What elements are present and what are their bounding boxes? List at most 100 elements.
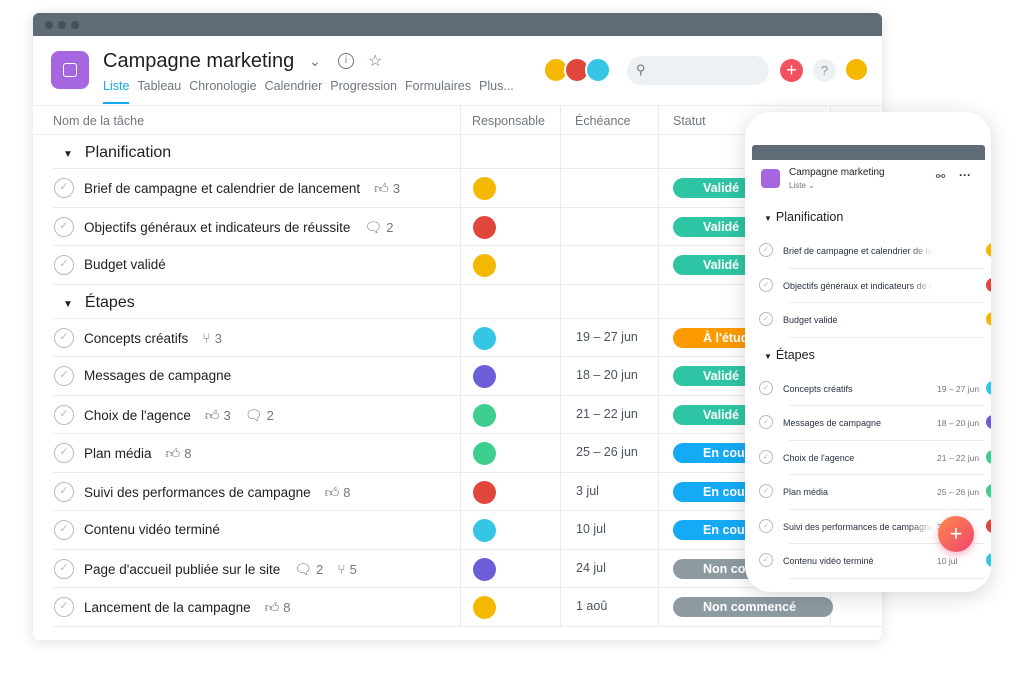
check-icon[interactable]: ✓: [54, 481, 74, 502]
due-date[interactable]: 1 aoû: [576, 599, 608, 613]
section-header[interactable]: ▼ Étapes: [53, 285, 882, 319]
assignee-avatar[interactable]: [986, 449, 991, 464]
search-input[interactable]: ⚲: [627, 56, 769, 85]
section-header[interactable]: ▼ Étapes: [759, 338, 985, 372]
assignee-avatar[interactable]: [986, 380, 991, 395]
check-icon[interactable]: ✓: [759, 243, 773, 257]
assignee-avatar[interactable]: [986, 484, 991, 498]
assignee-avatar[interactable]: [986, 415, 991, 429]
task-name-cell[interactable]: Plan média 👍︎ 8: [84, 445, 191, 462]
window-minimize-dot[interactable]: [58, 21, 66, 29]
task-name-cell[interactable]: Messages de campagne: [84, 368, 231, 383]
list-item[interactable]: ✓ Budget validé: [759, 303, 991, 338]
assignee-avatar[interactable]: [473, 326, 496, 350]
assignee-avatar[interactable]: [473, 557, 496, 581]
section-header[interactable]: ▼ Planification: [53, 135, 882, 169]
task-name-cell[interactable]: Concepts créatifs ⑂ 3: [84, 330, 222, 346]
window-close-dot[interactable]: [45, 21, 53, 29]
check-icon[interactable]: ✓: [54, 327, 74, 348]
caret-down-icon[interactable]: ▼: [63, 298, 73, 310]
tab-5[interactable]: Formulaires: [405, 79, 471, 93]
assignee-avatar[interactable]: [986, 243, 991, 257]
view-selector[interactable]: Liste ⌄: [789, 181, 815, 190]
tab-1[interactable]: Tableau: [137, 79, 182, 93]
assignee-avatar[interactable]: [986, 518, 991, 533]
more-icon[interactable]: ···: [959, 168, 971, 182]
check-icon[interactable]: ✓: [759, 312, 773, 326]
window-maximize-dot[interactable]: [71, 21, 79, 29]
assignee-avatar[interactable]: [473, 519, 496, 542]
check-icon[interactable]: ✓: [54, 597, 74, 617]
task-name-cell[interactable]: Page d'accueil publiée sur le site 🗨︎ 2 ⑂ 5: [84, 561, 357, 578]
tab-0[interactable]: Liste: [103, 79, 130, 104]
check-icon[interactable]: ✓: [759, 277, 773, 292]
check-icon[interactable]: ✓: [54, 443, 74, 463]
user-avatar[interactable]: [844, 57, 869, 82]
tab-3[interactable]: Calendrier: [264, 79, 323, 93]
avatar[interactable]: [585, 57, 611, 83]
column-assignee[interactable]: Responsable: [472, 114, 545, 128]
check-icon[interactable]: ✓: [54, 366, 74, 386]
check-icon[interactable]: ✓: [54, 520, 74, 540]
tab-6[interactable]: Plus...: [479, 79, 514, 93]
chevron-down-icon[interactable]: ⌄: [309, 53, 321, 69]
check-icon[interactable]: ✓: [54, 178, 74, 198]
task-name-cell[interactable]: Lancement de la campagne 👍︎ 8: [84, 599, 291, 616]
task-name-cell[interactable]: Objectifs généraux et indicateurs de réu…: [84, 219, 393, 236]
assignee-avatar[interactable]: [473, 254, 496, 277]
due-date[interactable]: 19 – 27 jun: [576, 329, 638, 344]
list-item[interactable]: ✓ Objectifs généraux et indicateurs de ré…: [759, 269, 991, 303]
check-icon[interactable]: ✓: [759, 449, 773, 464]
check-icon[interactable]: ✓: [759, 518, 773, 533]
task-name-cell[interactable]: Brief de campagne et calendrier de lance…: [84, 180, 400, 197]
assignee-avatar[interactable]: [473, 480, 496, 504]
check-icon[interactable]: ✓: [759, 553, 773, 567]
status-badge[interactable]: Non commencé: [673, 597, 833, 617]
check-icon[interactable]: ✓: [759, 380, 773, 395]
star-icon[interactable]: ☆: [368, 53, 383, 70]
assignee-avatar[interactable]: [986, 312, 991, 326]
check-icon[interactable]: ✓: [54, 216, 74, 237]
caret-down-icon[interactable]: ▼: [764, 214, 772, 223]
column-task-name[interactable]: Nom de la tâche: [53, 114, 145, 128]
assignee-avatar[interactable]: [473, 596, 496, 619]
tab-4[interactable]: Progression: [330, 79, 397, 93]
task-name-cell[interactable]: Budget validé: [84, 257, 166, 272]
caret-down-icon[interactable]: ▼: [63, 149, 73, 160]
check-icon[interactable]: ✓: [759, 415, 773, 429]
due-date[interactable]: 21 – 22 jun: [576, 406, 638, 421]
due-date[interactable]: 24 jul: [576, 560, 606, 575]
assignee-avatar[interactable]: [986, 553, 991, 567]
task-name-cell[interactable]: Choix de l'agence 👍︎ 3 🗨︎ 2: [84, 407, 274, 424]
list-item[interactable]: ✓ Contenu vidéo terminé 10 jul: [759, 544, 991, 579]
check-icon[interactable]: ✓: [54, 558, 74, 579]
check-icon[interactable]: ✓: [54, 255, 74, 275]
list-item[interactable]: ✓ Brief de campagne et calendrier de lanc…: [759, 234, 991, 269]
add-task-fab[interactable]: +: [938, 516, 974, 552]
add-button[interactable]: +: [780, 59, 803, 82]
assignee-avatar[interactable]: [473, 403, 496, 427]
list-item[interactable]: ✓ Plan média 25 – 26 jun: [759, 475, 991, 510]
section-header[interactable]: ▼ Planification: [759, 200, 985, 234]
due-date[interactable]: 18 – 20 jun: [576, 368, 638, 382]
assignee-avatar[interactable]: [986, 277, 991, 292]
table-row[interactable]: ✓ Lancement de la campagne 👍︎ 8 1 aoû Non com…: [53, 588, 882, 627]
assignee-avatar[interactable]: [473, 442, 496, 465]
list-item[interactable]: ✓ Messages de campagne 18 – 20 jun: [759, 406, 991, 441]
list-item[interactable]: ✓ Choix de l'agence 21 – 22 jun: [759, 441, 991, 475]
column-status[interactable]: Statut: [673, 114, 706, 128]
assignee-avatar[interactable]: [473, 215, 496, 239]
caret-down-icon[interactable]: ▼: [764, 351, 772, 361]
due-date[interactable]: 3 jul: [576, 483, 599, 498]
task-name-cell[interactable]: Contenu vidéo terminé: [84, 522, 220, 537]
assignee-avatar[interactable]: [473, 365, 496, 388]
check-icon[interactable]: ✓: [759, 484, 773, 498]
due-date[interactable]: 25 – 26 jun: [576, 445, 638, 459]
list-item[interactable]: ✓ Concepts créatifs 19 – 27 jun: [759, 372, 991, 406]
check-icon[interactable]: ✓: [54, 404, 74, 425]
info-icon[interactable]: i: [338, 53, 354, 69]
filter-icon[interactable]: ⚯: [936, 171, 946, 183]
due-date[interactable]: 10 jul: [576, 522, 606, 536]
help-button[interactable]: ?: [813, 59, 836, 82]
avatar[interactable]: [564, 57, 590, 83]
